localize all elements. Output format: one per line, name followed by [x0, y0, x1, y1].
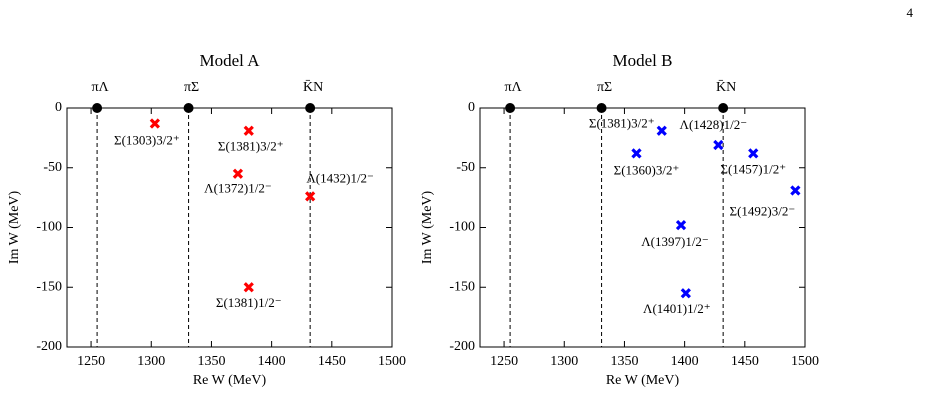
- pole-label: Λ(1432)1/2⁻: [306, 170, 374, 185]
- pole-marker: [232, 168, 244, 179]
- pole-marker: [243, 282, 254, 293]
- pole-label: Σ(1381)1/2⁻: [216, 295, 282, 310]
- x-tick-label: 1450: [731, 354, 759, 369]
- pole-marker: [631, 148, 642, 159]
- plot-frame: [66, 107, 393, 348]
- pole-marker: [790, 185, 801, 196]
- pole-label: Σ(1457)1/2⁺: [720, 161, 786, 176]
- pole-marker: [656, 125, 667, 136]
- chart-title: Model B: [613, 51, 673, 70]
- y-tick-label: -150: [449, 279, 475, 294]
- x-tick-label: 1450: [318, 354, 346, 369]
- y-tick-label: -100: [36, 220, 62, 235]
- threshold-label: K̄N: [716, 80, 736, 96]
- y-tick-label: -150: [36, 279, 62, 294]
- pole-label: Σ(1381)3/2⁺: [589, 116, 655, 131]
- x-tick-label: 1350: [197, 354, 225, 369]
- pole-label: Σ(1303)3/2⁺: [114, 133, 180, 148]
- chart-title: Model A: [200, 51, 261, 70]
- y-tick-label: -200: [449, 339, 475, 354]
- pole-label: Σ(1381)3/2⁺: [218, 139, 284, 154]
- pole-marker: [675, 219, 687, 231]
- x-tick-label: 1300: [550, 354, 578, 369]
- pole-label: Σ(1492)3/2⁻: [730, 203, 796, 218]
- pole-marker: [680, 288, 691, 299]
- y-tick-label: 0: [55, 100, 62, 115]
- pole-marker: [305, 191, 316, 202]
- x-tick-label: 1350: [610, 354, 638, 369]
- pole-label: Σ(1360)3/2⁺: [614, 162, 680, 177]
- x-axis-label: Re W (MeV): [606, 373, 680, 388]
- y-tick-label: -200: [36, 339, 62, 354]
- threshold-label: πΣ: [597, 80, 612, 95]
- pole-label: Λ(1428)1/2⁻: [680, 117, 748, 132]
- pole-marker: [713, 139, 724, 151]
- pole-label: Λ(1401)1/2⁺: [643, 301, 711, 316]
- y-tick-label: -50: [43, 160, 62, 175]
- pole-marker: [748, 148, 759, 159]
- pole-label: Λ(1397)1/2⁻: [641, 234, 709, 249]
- x-tick-label: 1400: [258, 354, 286, 369]
- x-tick-label: 1250: [77, 354, 105, 369]
- x-tick-label: 1500: [378, 354, 406, 369]
- x-axis-label: Re W (MeV): [193, 373, 267, 388]
- x-tick-label: 1400: [671, 354, 699, 369]
- y-axis-label: Im W (MeV): [420, 190, 435, 264]
- y-tick-label: -100: [449, 220, 475, 235]
- pole-marker: [149, 118, 161, 129]
- x-tick-label: 1300: [137, 354, 165, 369]
- x-tick-label: 1500: [791, 354, 819, 369]
- threshold-label: πΛ: [91, 80, 109, 95]
- x-tick-label: 1250: [490, 354, 518, 369]
- y-tick-label: -50: [456, 160, 475, 175]
- threshold-label: K̄N: [303, 80, 323, 96]
- page-number: 4: [907, 5, 914, 20]
- pole-marker: [243, 125, 254, 136]
- y-tick-label: 0: [468, 100, 475, 115]
- threshold-label: πΣ: [184, 80, 199, 95]
- y-axis-label: Im W (MeV): [7, 190, 22, 264]
- threshold-label: πΛ: [504, 80, 522, 95]
- plot-frame: [479, 107, 806, 348]
- pole-label: Λ(1372)1/2⁻: [204, 181, 272, 196]
